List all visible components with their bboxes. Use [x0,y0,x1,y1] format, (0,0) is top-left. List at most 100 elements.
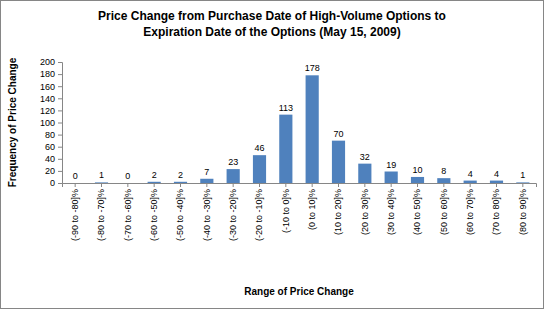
y-tick-mark [58,98,62,99]
bar [385,172,398,183]
x-tick: (20 to 30]% [360,183,370,235]
x-axis-title: Range of Price Change [244,286,354,297]
x-tick: (50 to 60]% [439,183,449,235]
data-label: 70 [333,129,343,139]
data-label: 8 [441,166,446,176]
y-tick-mark [58,74,62,75]
x-tick-label: (40 to 50]% [412,189,422,235]
x-tick-mark [496,183,497,187]
x-tick-label: (80 to 90]% [518,189,528,235]
y-axis-title: Frequency of Price Change [7,57,18,187]
x-tick-mark [364,183,365,187]
x-tick: (60 to 70]% [465,183,475,235]
x-tick: (0 to 10]% [307,183,317,230]
x-tick: (-60 to -50]% [149,183,159,241]
y-tick: 40 [45,154,62,164]
x-tick-label: (-80 to -70]% [96,189,106,241]
data-label: 178 [305,63,320,73]
data-label: 0 [125,171,130,181]
data-labels: 0102272346113178703219108441 [73,63,526,181]
x-tick-label: (30 to 40]% [386,189,396,235]
bar [69,183,82,184]
data-label: 32 [360,152,370,162]
y-tick-label: 80 [45,130,55,140]
y-tick-mark [58,183,62,184]
title: Price Change from Purchase Date of High-… [98,9,446,39]
y-tick-label: 0 [50,178,55,188]
x-tick-label: (-60 to -50]% [149,189,159,241]
x-tick-label: (-30 to -20]% [228,189,238,241]
y-tick-label: 140 [40,94,55,104]
x-tick-label: (70 to 80]% [491,189,501,235]
x-tick: (-40 to -30]% [202,183,212,241]
x-tick-mark [233,183,234,187]
x-tick-label: (0 to 10]% [307,189,317,230]
y-tick-mark [58,147,62,148]
x-tick-mark [206,183,207,187]
plot-area: 0102272346113178703219108441020406080100… [40,57,537,241]
x-tick: (30 to 40]% [386,183,396,235]
x-tick: (70 to 80]% [491,183,501,235]
data-label: 46 [254,143,264,153]
y-tick: 200 [40,57,62,67]
bar [279,115,292,183]
x-tick: (10 to 20]% [333,183,343,235]
y-tick: 160 [40,82,62,92]
data-label: 23 [228,157,238,167]
y-tick: 20 [45,166,62,176]
bar [306,75,319,183]
y-tick: 0 [50,178,62,188]
y-tick: 100 [40,118,62,128]
y-axis-line [58,63,63,184]
y-tick-mark [58,171,62,172]
x-tick-label: (10 to 20]% [333,189,343,235]
y-tick: 80 [45,130,62,140]
x-tick: (-90 to -80]% [70,183,80,241]
data-label: 2 [178,170,183,180]
bar [516,182,529,183]
data-label: 10 [412,165,422,175]
bar [411,177,424,183]
bar [95,182,108,183]
data-label: 0 [73,171,78,181]
data-label: 2 [152,170,157,180]
y-tick-label: 100 [40,118,55,128]
x-tick-mark [127,183,128,187]
y-tick-mark [58,123,62,124]
bar [200,179,213,183]
bar [490,181,503,183]
data-label: 1 [520,170,525,180]
bar [437,178,450,183]
data-label: 4 [468,169,473,179]
x-tick: (40 to 50]% [412,183,422,235]
x-tick-mark [285,183,286,187]
x-tick-label: (-70 to -60]% [123,189,133,241]
x-tick-label: (-50 to -40]% [175,189,185,241]
y-tick: 140 [40,94,62,104]
x-tick-mark [312,183,313,187]
y-tick: 120 [40,106,62,116]
bar [332,141,345,183]
y-tick-mark [58,62,62,63]
y-tick-label: 180 [40,69,55,79]
bar [148,182,161,183]
x-tick-label: (20 to 30]% [360,189,370,235]
x-tick-label: (50 to 60]% [439,189,449,235]
data-label: 4 [494,169,499,179]
data-label: 7 [204,167,209,177]
y-tick-label: 200 [40,57,55,67]
x-tick: (-20 to -10]% [254,183,264,241]
bar [121,183,134,184]
data-label: 1 [99,170,104,180]
bar [253,155,266,183]
x-tick-mark [417,183,418,187]
y-tick-mark [58,86,62,87]
x-tick-mark [180,183,181,187]
y-axis: 020406080100120140160180200 [40,57,63,188]
y-tick-mark [58,135,62,136]
x-axis: (-90 to -80]% (-80 to -70]% (-70 to -60]% (… [63,183,537,241]
y-tick-mark [58,110,62,111]
x-tick-mark [443,183,444,187]
x-axis-line [63,184,537,188]
chart-border [1,1,544,309]
